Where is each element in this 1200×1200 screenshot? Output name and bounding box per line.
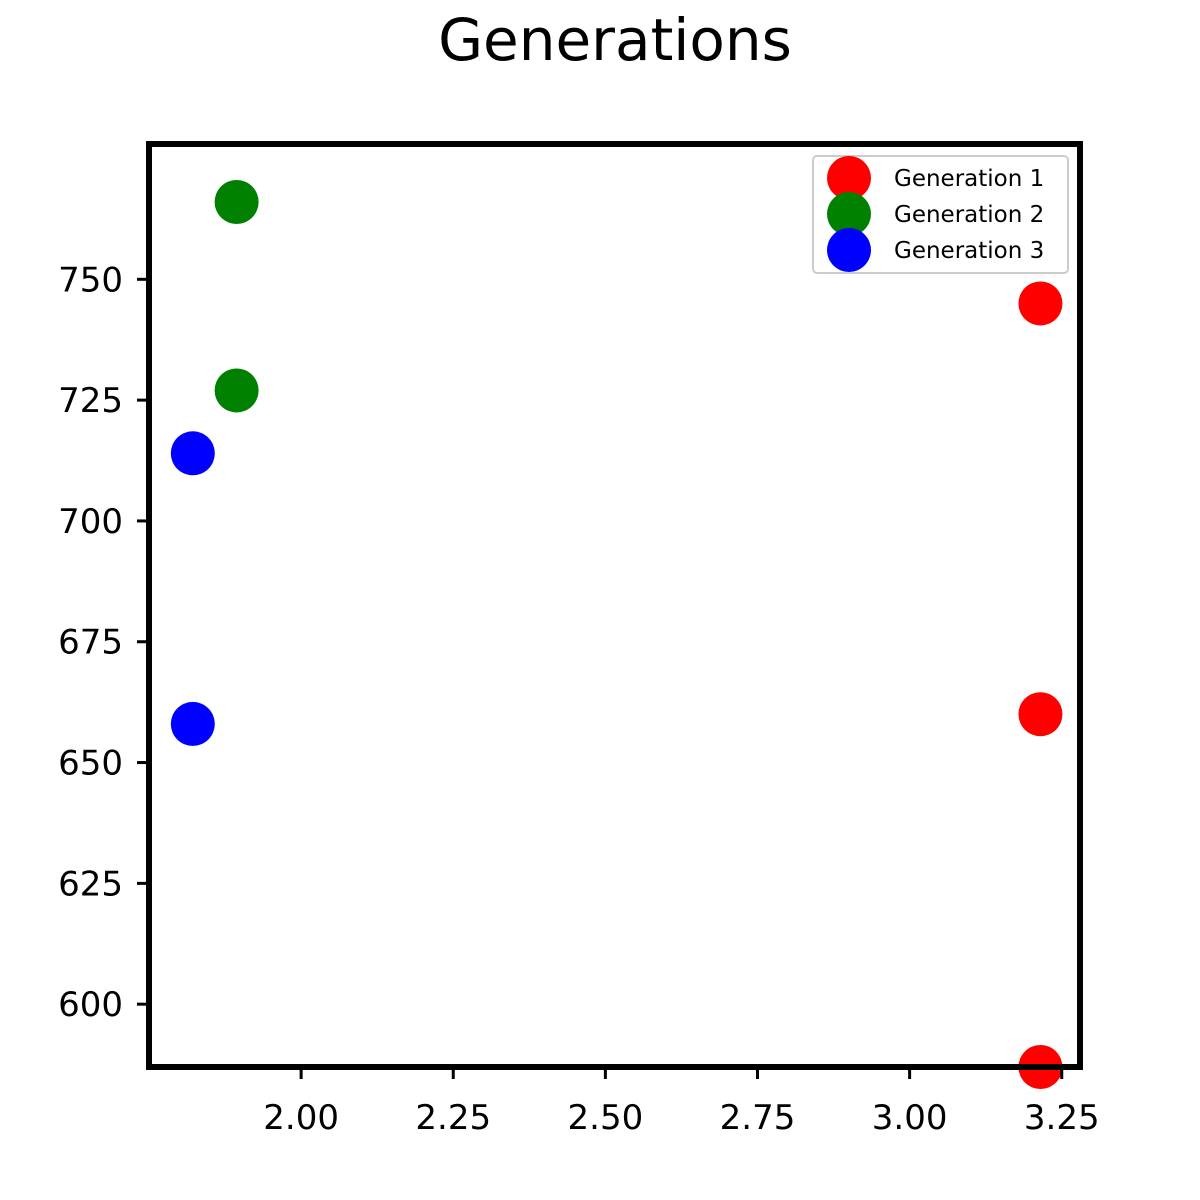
data-point xyxy=(170,701,215,746)
legend: Generation 1 Generation 2 Generation 3 xyxy=(812,155,1069,274)
x-axis: 2.00 2.25 2.50 2.75 3.00 3.25 xyxy=(263,1067,1100,1138)
y-tick-label: 725 xyxy=(58,381,123,421)
x-tick-label: 2.75 xyxy=(720,1098,796,1138)
data-point xyxy=(214,179,259,224)
plot-marks xyxy=(170,179,1063,1089)
data-point xyxy=(1018,281,1063,326)
legend-box xyxy=(812,155,1069,274)
x-tick-label: 3.25 xyxy=(1024,1098,1100,1138)
legend-marker xyxy=(827,228,871,272)
x-tick-label: 3.00 xyxy=(872,1098,948,1138)
y-tick-label: 650 xyxy=(58,744,123,784)
legend-marker xyxy=(827,156,871,200)
legend-label: Generation 1 xyxy=(894,166,1044,192)
x-tick-label: 2.00 xyxy=(263,1098,339,1138)
data-point xyxy=(170,431,215,476)
legend-label: Generation 3 xyxy=(894,238,1044,264)
y-axis: 600 625 650 675 700 725 750 xyxy=(58,260,149,1025)
legend-marker xyxy=(827,192,871,236)
y-tick-label: 750 xyxy=(58,260,123,300)
x-tick-label: 2.25 xyxy=(415,1098,491,1138)
x-tick-label: 2.50 xyxy=(568,1098,644,1138)
y-tick-label: 625 xyxy=(58,864,123,904)
data-point xyxy=(214,368,259,413)
y-tick-label: 700 xyxy=(58,502,123,542)
y-tick-label: 675 xyxy=(58,623,123,663)
chart-title: Generations xyxy=(438,6,792,74)
data-point xyxy=(1018,692,1063,737)
legend-label: Generation 2 xyxy=(894,202,1044,228)
plot-frame xyxy=(146,141,1083,1070)
y-tick-label: 600 xyxy=(58,985,123,1025)
